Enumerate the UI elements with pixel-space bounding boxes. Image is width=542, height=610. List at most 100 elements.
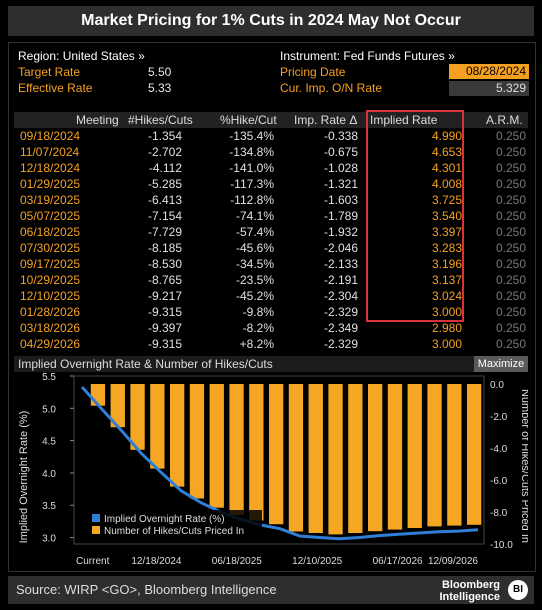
table-row[interactable]: 01/29/2025 -5.285 -117.3% -1.321 4.008 0.250 (14, 176, 528, 192)
table-cell: 0.250 (495, 193, 526, 207)
table-cell: -141.0% (229, 161, 274, 175)
table-cell: -8.185 (147, 241, 182, 255)
table-cell: -9.8% (242, 305, 274, 319)
table-cell: 0.250 (495, 225, 526, 239)
col-hikes-cuts[interactable]: #Hikes/Cuts (128, 113, 193, 127)
table-cell: 3.540 (431, 209, 462, 223)
table-cell: -0.338 (323, 129, 358, 143)
right-tick-label: -8.0 (490, 508, 508, 519)
table-cell: 12/10/2025 (20, 289, 81, 303)
table-cell: 12/18/2024 (20, 161, 81, 175)
bar (269, 384, 284, 525)
table-row[interactable]: 01/28/2026 -9.315 -9.8% -2.329 3.000 0.250 (14, 304, 528, 320)
table-cell: 0.250 (495, 273, 526, 287)
table-cell: -57.4% (235, 225, 274, 239)
table-cell: -7.729 (147, 225, 182, 239)
table-cell: -1.603 (323, 193, 358, 207)
table-cell: 09/17/2025 (20, 257, 81, 271)
table-row[interactable]: 05/07/2025 -7.154 -74.1% -1.789 3.540 0.250 (14, 208, 528, 224)
bar (288, 384, 304, 532)
bar (427, 384, 442, 527)
table-cell: 0.250 (495, 241, 526, 255)
x-tick-label: 06/18/2025 (212, 556, 262, 567)
table-cell: 3.000 (431, 305, 462, 319)
table-cell: -2.349 (323, 321, 358, 335)
table-cell: -34.5% (235, 257, 274, 271)
hikes-cuts-chart: 5.5 5.0 4.5 4.0 3.5 3.0 0.0 -2.0 -4.0 -6.0 -8.0 -1… (18, 372, 528, 567)
table-cell: -9.315 (147, 305, 182, 319)
table-row[interactable]: 12/10/2025 -9.217 -45.2% -2.304 3.024 0.250 (14, 288, 528, 304)
cur-imp-rate-field: 5.329 (449, 81, 529, 96)
bar (328, 384, 343, 535)
right-tick-label: -6.0 (490, 476, 508, 487)
table-cell: 3.137 (431, 273, 462, 287)
left-tick-label: 3.0 (42, 534, 56, 545)
table-cell: 09/18/2024 (20, 129, 81, 143)
table-row[interactable]: 09/18/2024 -1.354 -135.4% -0.338 4.990 0.250 (14, 128, 528, 144)
table-cell: -2.304 (323, 289, 358, 303)
table-cell: -9.397 (147, 321, 182, 335)
pricing-date-field[interactable]: 08/28/2024 (449, 64, 529, 79)
bar (130, 384, 145, 450)
table-cell: 06/18/2025 (20, 225, 81, 239)
table-cell: 04/29/2026 (20, 337, 81, 351)
table-cell: -2.133 (323, 257, 358, 271)
left-tick-label: 4.5 (42, 437, 56, 448)
table-cell: +8.2% (239, 337, 274, 351)
col-arm[interactable]: A.R.M. (486, 113, 523, 127)
bar (189, 384, 205, 499)
bar (110, 384, 125, 428)
bar (407, 384, 422, 528)
table-header: Meeting #Hikes/Cuts %Hike/Cut Imp. Rate … (14, 112, 528, 128)
table-cell: -2.329 (323, 337, 358, 351)
bar (447, 384, 462, 526)
region-selector[interactable]: Region: United States » (18, 49, 145, 63)
col-pct-hike-cut[interactable]: %Hike/Cut (220, 113, 277, 127)
table-cell: 3.196 (431, 257, 462, 271)
table-cell: 0.250 (495, 337, 526, 351)
table-cell: 3.397 (431, 225, 462, 239)
instrument-selector[interactable]: Instrument: Fed Funds Futures » (280, 49, 455, 63)
table-row[interactable]: 03/19/2025 -6.413 -112.8% -1.603 3.725 0.250 (14, 192, 528, 208)
table-row[interactable]: 06/18/2025 -7.729 -57.4% -1.932 3.397 0.250 (14, 224, 528, 240)
table-row[interactable]: 11/07/2024 -2.702 -134.8% -0.675 4.653 0.250 (14, 144, 528, 160)
maximize-button[interactable]: Maximize (474, 356, 528, 372)
col-imp-rate-delta[interactable]: Imp. Rate Δ (294, 113, 358, 127)
left-axis-ticks: 5.5 5.0 4.5 4.0 3.5 3.0 (42, 372, 74, 545)
right-tick-label: -2.0 (490, 412, 508, 423)
table-cell: 3.000 (431, 337, 462, 351)
table-cell: -7.154 (147, 209, 182, 223)
page-title: Market Pricing for 1% Cuts in 2024 May N… (8, 6, 534, 36)
right-tick-label: 0.0 (490, 380, 504, 391)
effective-rate-value: 5.33 (148, 81, 172, 95)
table-row[interactable]: 10/29/2025 -8.765 -23.5% -2.191 3.137 0.250 (14, 272, 528, 288)
bar (467, 384, 482, 525)
right-tick-label: -10.0 (490, 540, 513, 551)
source-text: Source: WIRP <GO>, Bloomberg Intelligenc… (16, 582, 277, 597)
table-cell: -1.028 (323, 161, 358, 175)
col-implied-rate[interactable]: Implied Rate (370, 113, 438, 127)
table-cell: 0.250 (495, 209, 526, 223)
chart-legend: Implied Overnight Rate (%) Number of Hik… (90, 510, 262, 540)
x-tick-label: 12/18/2024 (131, 556, 181, 567)
bar (308, 384, 323, 533)
table-cell: -1.354 (147, 129, 182, 143)
table-cell: -1.932 (323, 225, 358, 239)
bar (150, 384, 165, 469)
table-cell: -2.329 (323, 305, 358, 319)
table-cell: -117.3% (230, 177, 274, 191)
table-cell: -1.789 (323, 209, 358, 223)
x-tick-label: 12/09/2026 (428, 556, 478, 567)
table-cell: -2.702 (147, 145, 182, 159)
table-row[interactable]: 04/29/2026 -9.315 +8.2% -2.329 3.000 0.250 (14, 336, 528, 352)
table-row[interactable]: 12/18/2024 -4.112 -141.0% -1.028 4.301 0.250 (14, 160, 528, 176)
table-cell: 11/07/2024 (20, 145, 80, 159)
col-meeting[interactable]: Meeting (76, 113, 119, 127)
table-row[interactable]: 09/17/2025 -8.530 -34.5% -2.133 3.196 0.250 (14, 256, 528, 272)
meetings-table: Meeting #Hikes/Cuts %Hike/Cut Imp. Rate … (14, 112, 528, 354)
table-row[interactable]: 07/30/2025 -8.185 -45.6% -2.046 3.283 0.250 (14, 240, 528, 256)
bar (387, 384, 403, 530)
legend-swatch-rate (92, 514, 100, 522)
table-row[interactable]: 03/18/2026 -9.397 -8.2% -2.349 2.980 0.250 (14, 320, 528, 336)
